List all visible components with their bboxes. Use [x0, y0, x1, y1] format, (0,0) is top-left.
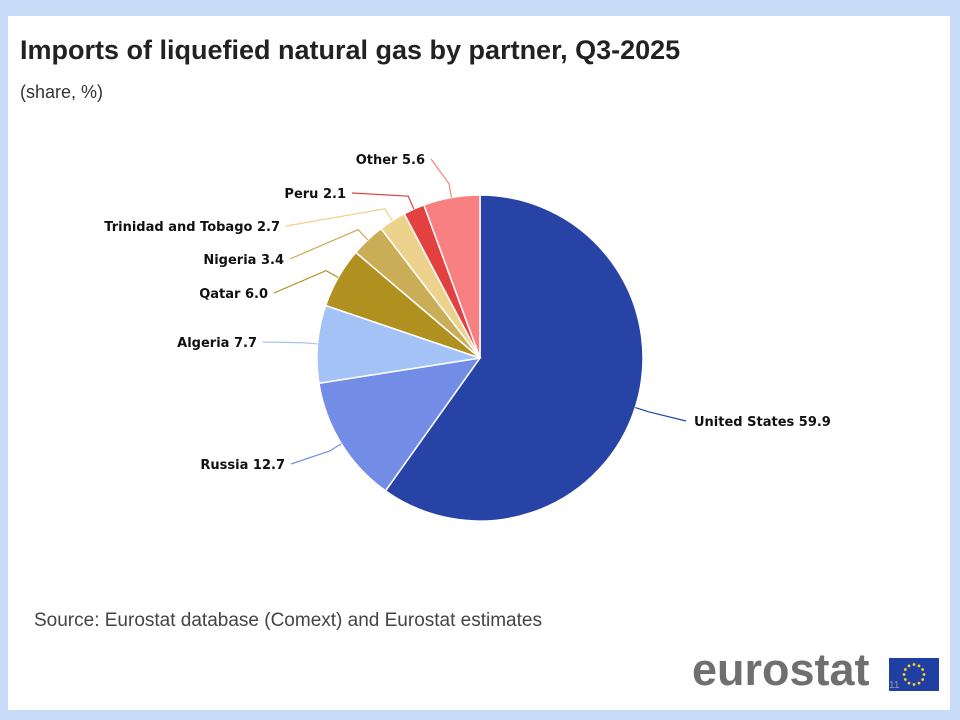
- flag-star: [907, 664, 911, 668]
- leader-line-peru: [351, 192, 415, 210]
- pie-slices: [316, 194, 644, 522]
- slice-label-nigeria: Nigeria 3.4: [203, 253, 284, 268]
- pie-slice-russia: [318, 356, 482, 492]
- flag-star: [917, 664, 921, 668]
- flag-star: [907, 681, 911, 685]
- pie-chart: United States 59.9 Russia 12.7 Algeria 7.7…: [104, 153, 831, 522]
- flag-star: [922, 673, 926, 676]
- pie-slice-other: [422, 194, 481, 359]
- chart-subtitle: (share, %): [20, 82, 104, 102]
- slice-label-algeria: Algeria 7.7: [177, 336, 257, 351]
- slice-label-trinidad-and-tobago: Trinidad and Tobago 2.7: [104, 220, 280, 235]
- leader-line-qatar: [273, 269, 339, 294]
- flag-star: [912, 683, 916, 686]
- leader-line-other: [430, 158, 453, 198]
- leader-line-nigeria: [289, 228, 369, 260]
- leader-line-russia: [290, 443, 342, 465]
- leader-line-algeria: [262, 341, 318, 345]
- slice-label-russia: Russia 12.7: [200, 458, 285, 473]
- flag-star: [921, 668, 925, 671]
- flag-star: [903, 678, 907, 681]
- leader-line-united-states: [635, 407, 687, 422]
- leader-lines: [262, 158, 687, 465]
- slice-label-qatar: Qatar 6.0: [199, 287, 268, 302]
- flag-star: [912, 663, 916, 666]
- slide: Imports of liquefied natural gas by part…: [8, 16, 950, 710]
- slice-label-peru: Peru 2.1: [284, 187, 346, 202]
- slice-labels: United States 59.9 Russia 12.7 Algeria 7.7…: [104, 153, 831, 473]
- flag-star: [921, 678, 925, 681]
- logo-wordmark: eurostat: [692, 644, 870, 695]
- slice-label-united-states: United States 59.9: [694, 415, 831, 430]
- slice-label-other: Other 5.6: [356, 153, 425, 168]
- chart-title: Imports of liquefied natural gas by part…: [20, 35, 681, 65]
- page-number: 11: [889, 680, 900, 691]
- flag-star: [903, 668, 907, 671]
- flag-star: [902, 673, 906, 676]
- flag-star: [917, 681, 921, 685]
- eu-flag-icon: [889, 658, 939, 691]
- source-note: Source: Eurostat database (Comext) and E…: [34, 610, 542, 631]
- leader-line-trinidad-and-tobago: [285, 208, 393, 227]
